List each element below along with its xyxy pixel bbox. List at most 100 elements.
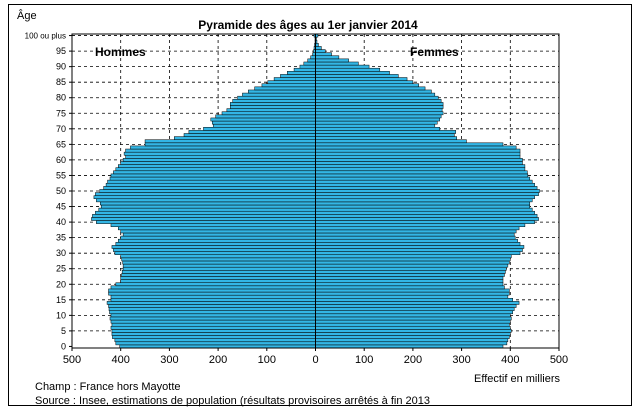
- bar-femmes-age-85: [315, 80, 414, 84]
- bar-hommes-age-89: [293, 67, 316, 72]
- x-tick-label: 200: [404, 354, 422, 366]
- bar-hommes-age-40: [96, 220, 316, 224]
- bar-femmes-age-32: [315, 245, 525, 249]
- bar-hommes-age-45: [100, 204, 316, 209]
- bar-femmes-age-30: [315, 251, 521, 255]
- bar-femmes-age-84: [315, 83, 419, 88]
- bar-femmes-age-9: [315, 316, 512, 321]
- bar-femmes-age-15: [315, 298, 513, 302]
- bar-hommes-age-27: [122, 260, 316, 265]
- y-axis-label: Âge: [17, 9, 37, 22]
- bar-hommes-age-51: [103, 186, 316, 190]
- bar-hommes-age-41: [91, 217, 316, 221]
- bar-femmes-age-21: [315, 279, 504, 283]
- bar-femmes-age-8: [315, 319, 511, 324]
- bar-hommes-age-48: [93, 195, 316, 200]
- bar-femmes-age-62: [315, 151, 521, 156]
- bar-femmes-age-71: [315, 123, 436, 128]
- bar-femmes-age-89: [315, 67, 381, 72]
- bar-hommes-age-32: [111, 245, 316, 249]
- bar-hommes-age-86: [273, 77, 316, 81]
- y-tick-label: 35: [56, 233, 66, 243]
- bar-hommes-age-4: [111, 332, 316, 336]
- bar-femmes-age-45: [315, 204, 531, 209]
- bar-hommes-age-55: [110, 173, 316, 178]
- bar-femmes-age-59: [315, 161, 523, 165]
- bar-hommes-age-25: [122, 266, 316, 271]
- bar-femmes-age-37: [315, 229, 517, 234]
- x-tick-label: 300: [160, 354, 178, 366]
- bar-hommes-age-19: [110, 285, 316, 290]
- bar-hommes-age-39: [110, 223, 316, 228]
- bar-hommes-age-81: [242, 92, 316, 97]
- bar-femmes-age-81: [315, 92, 436, 97]
- bar-femmes-age-22: [315, 276, 504, 280]
- bar-hommes-age-65: [144, 142, 316, 147]
- y-tick-label: 15: [56, 295, 66, 305]
- bar-femmes-age-87: [315, 74, 399, 78]
- bar-femmes-age-76: [315, 108, 443, 112]
- y-tick-label: 65: [56, 139, 66, 149]
- x-tick-label: 500: [63, 354, 81, 366]
- bar-hommes-age-38: [118, 226, 316, 231]
- bar-hommes-age-1: [115, 341, 316, 346]
- bar-femmes-age-24: [315, 270, 506, 274]
- bar-femmes-age-14: [315, 301, 520, 305]
- y-tick-label: 55: [56, 170, 66, 180]
- bar-hommes-age-56: [113, 170, 316, 175]
- bar-femmes-age-82: [315, 89, 432, 94]
- bar-femmes-age-1: [315, 341, 508, 346]
- bar-hommes-age-63: [125, 148, 316, 153]
- bar-hommes-age-11: [109, 310, 316, 315]
- bar-femmes-age-49: [315, 192, 539, 196]
- y-tick-label: 100 ou plus: [25, 32, 66, 41]
- bar-hommes-age-21: [120, 279, 316, 283]
- y-tick-label: 60: [56, 155, 66, 165]
- bar-hommes-age-60: [122, 158, 316, 162]
- bar-femmes-age-27: [315, 260, 510, 265]
- bar-hommes-age-6: [110, 325, 316, 330]
- bar-femmes-age-6: [315, 325, 511, 330]
- bar-hommes-age-87: [280, 74, 316, 78]
- bar-hommes-age-24: [121, 270, 316, 274]
- bar-hommes-age-53: [107, 179, 316, 184]
- bar-femmes-age-43: [315, 210, 535, 215]
- bar-hommes-age-50: [99, 189, 316, 193]
- bar-hommes-age-64: [130, 145, 316, 150]
- bar-hommes-age-59: [120, 161, 316, 165]
- bar-hommes-age-18: [108, 288, 316, 293]
- bar-femmes-age-53: [315, 179, 533, 184]
- bar-femmes-age-64: [315, 145, 517, 150]
- bar-hommes-age-92: [307, 58, 316, 63]
- bar-hommes-age-29: [120, 254, 316, 259]
- bar-femmes-age-66: [315, 139, 467, 144]
- bar-hommes-age-10: [110, 313, 316, 318]
- y-tick-label: 40: [56, 217, 66, 227]
- bar-femmes-age-67: [315, 136, 457, 140]
- bar-hommes-age-49: [95, 192, 316, 196]
- bar-hommes-age-43: [95, 210, 316, 215]
- bar-femmes-age-92: [315, 58, 349, 63]
- bar-femmes-age-83: [315, 86, 426, 91]
- bar-hommes-age-23: [121, 273, 316, 277]
- bar-hommes-age-20: [115, 282, 316, 287]
- bar-femmes-age-28: [315, 257, 511, 262]
- y-tick-label: 5: [61, 326, 66, 336]
- bar-hommes-age-22: [120, 276, 316, 280]
- bar-femmes-age-52: [315, 182, 535, 187]
- bar-hommes-age-83: [254, 86, 316, 91]
- y-tick-label: 30: [56, 248, 66, 258]
- bar-hommes-age-77: [230, 105, 316, 109]
- bar-femmes-age-46: [315, 201, 531, 206]
- y-tick-label: 85: [56, 77, 66, 87]
- bar-hommes-age-30: [114, 251, 316, 255]
- bar-hommes-age-37: [120, 229, 316, 234]
- bar-hommes-age-28: [121, 257, 316, 262]
- bar-hommes-age-66: [144, 139, 316, 144]
- bar-femmes-age-58: [315, 164, 526, 168]
- bar-femmes-age-5: [315, 329, 512, 333]
- bar-femmes-age-55: [315, 173, 529, 178]
- plot-area-border: [71, 33, 560, 349]
- bar-femmes-age-23: [315, 273, 505, 277]
- bar-hommes-age-72: [212, 120, 316, 125]
